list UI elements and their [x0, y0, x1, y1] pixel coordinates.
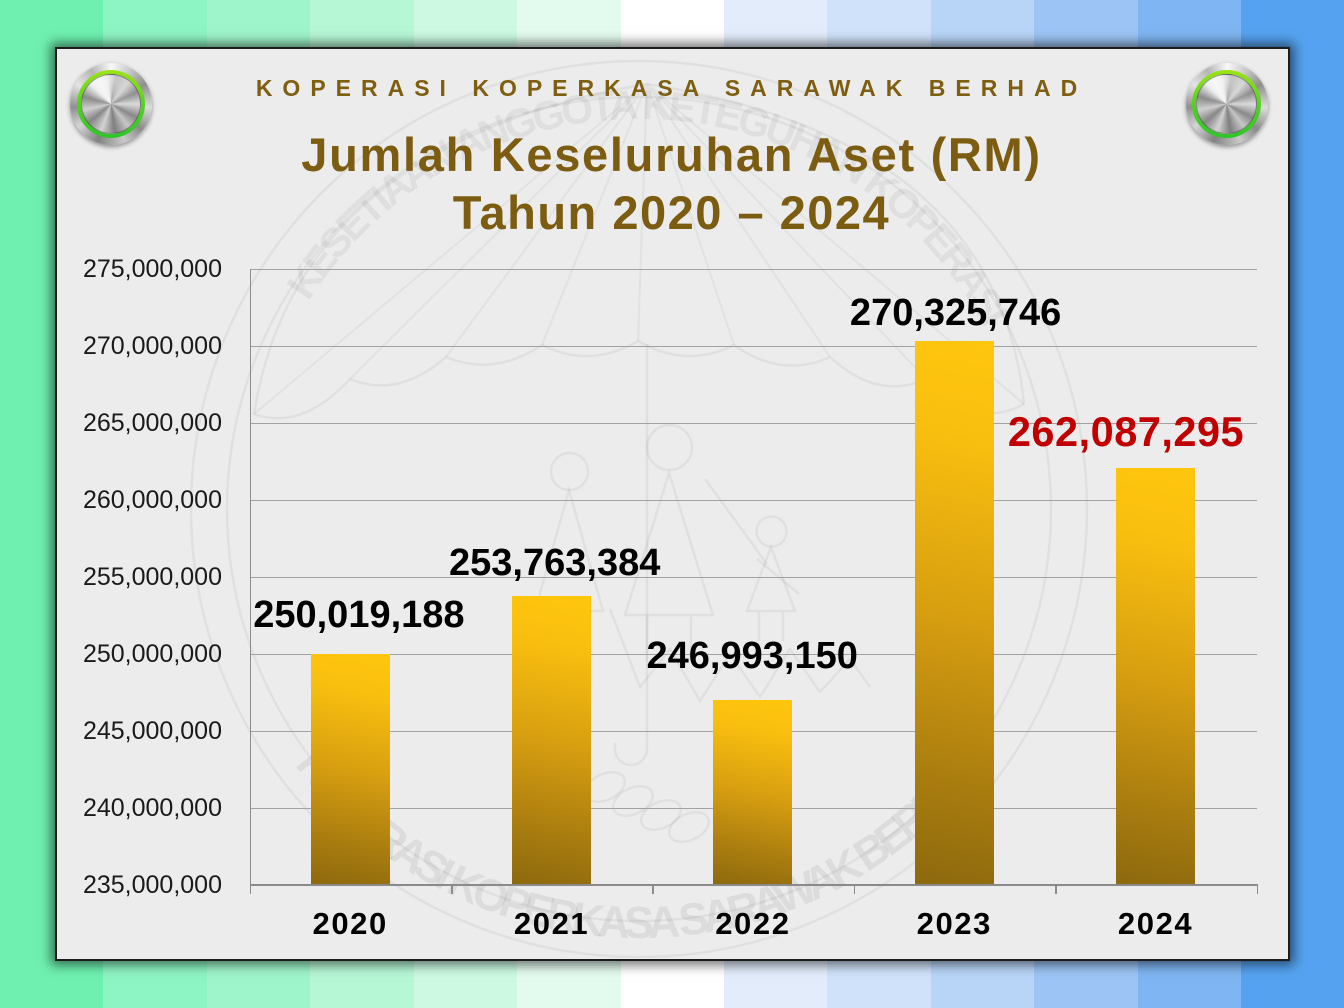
svg-text:KOPERASI KOPERKASA SARAWAK BER: KOPERASI KOPERKASA SARAWAK BERHAD — [287, 736, 994, 948]
